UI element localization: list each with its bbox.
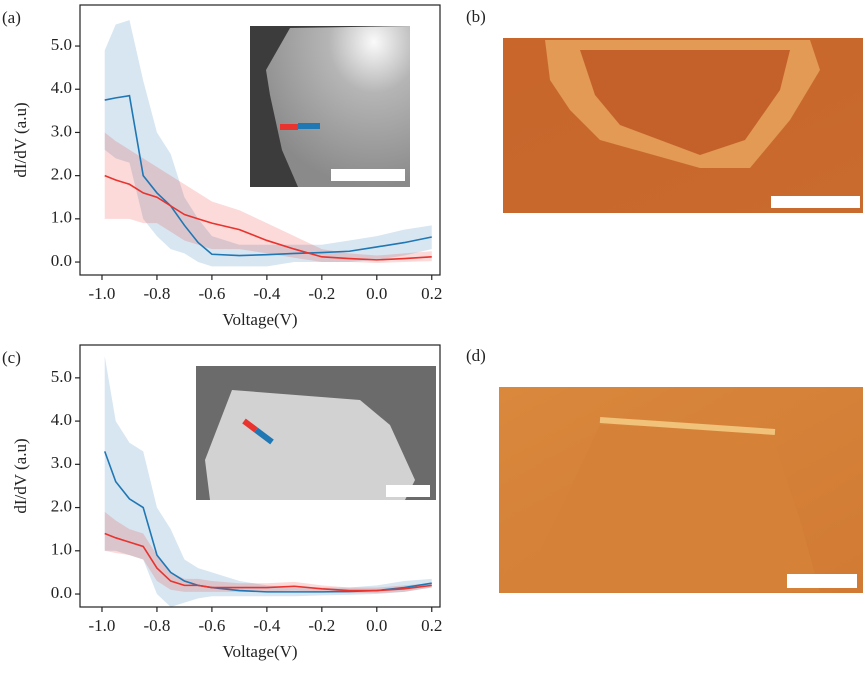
x-tick-label: -0.8 <box>143 616 170 635</box>
x-tick-label: -1.0 <box>89 616 116 635</box>
y-tick-label: 0.0 <box>51 251 72 270</box>
error-band <box>104 356 432 607</box>
data-line <box>104 532 432 592</box>
x-tick-label: -0.8 <box>143 284 170 303</box>
y-tick-label: 3.0 <box>51 121 72 140</box>
y-tick-label: 0.0 <box>51 583 72 602</box>
y-tick-label: 1.0 <box>51 540 72 559</box>
y-tick-label: 1.0 <box>51 208 72 227</box>
panel-label: (c) <box>2 348 21 367</box>
panel-label: (b) <box>466 7 486 26</box>
axes-frame <box>79 344 441 608</box>
y-axis-label: dI/dV (a.u) <box>11 102 30 177</box>
x-axis-label: Voltage(V) <box>222 310 297 329</box>
y-tick-label: 2.0 <box>51 165 72 184</box>
y-axis-label: dI/dV (a.u) <box>11 438 30 513</box>
inset-image <box>250 26 410 187</box>
y-tick-label: 5.0 <box>51 35 72 54</box>
panel-label: (a) <box>2 8 21 27</box>
inset-image <box>196 366 436 500</box>
x-tick-label: -0.2 <box>308 284 335 303</box>
x-tick-label: -0.2 <box>308 616 335 635</box>
x-tick-label: -0.4 <box>253 284 280 303</box>
x-tick-label: -0.6 <box>198 616 225 635</box>
x-tick-label: -0.6 <box>198 284 225 303</box>
x-tick-label: -1.0 <box>89 284 116 303</box>
x-tick-label: 0.2 <box>421 616 442 635</box>
x-tick-label: 0.2 <box>421 284 442 303</box>
axes-frame <box>79 4 441 276</box>
afm-image <box>499 387 863 593</box>
data-line <box>104 94 432 257</box>
y-tick-label: 2.0 <box>51 496 72 515</box>
x-tick-label: -0.4 <box>253 616 280 635</box>
afm-image <box>503 38 863 213</box>
x-axis-label: Voltage(V) <box>222 642 297 661</box>
data-line <box>104 174 432 261</box>
x-tick-label: 0.0 <box>366 616 387 635</box>
y-tick-label: 5.0 <box>51 367 72 386</box>
error-band <box>104 20 432 267</box>
x-tick-label: 0.0 <box>366 284 387 303</box>
y-tick-label: 4.0 <box>51 410 72 429</box>
panel-label: (d) <box>466 346 486 365</box>
error-band <box>104 132 432 263</box>
y-tick-label: 3.0 <box>51 453 72 472</box>
y-tick-label: 4.0 <box>51 78 72 97</box>
